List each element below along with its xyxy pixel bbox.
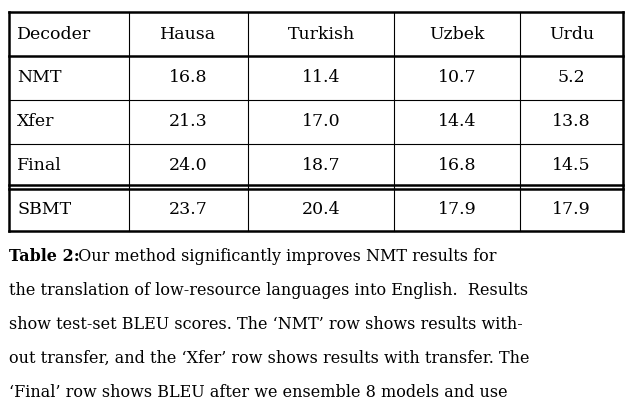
Text: 24.0: 24.0 [169,157,207,174]
Text: Xfer: Xfer [17,113,54,130]
Text: 17.9: 17.9 [438,201,477,218]
Text: show test-set BLEU scores. The ‘NMT’ row shows results with-: show test-set BLEU scores. The ‘NMT’ row… [9,316,523,333]
Text: Uzbek: Uzbek [430,26,485,43]
Text: Hausa: Hausa [161,26,216,43]
Text: 18.7: 18.7 [302,157,341,174]
Text: 16.8: 16.8 [438,157,477,174]
Text: out transfer, and the ‘Xfer’ row shows results with transfer. The: out transfer, and the ‘Xfer’ row shows r… [9,350,530,367]
Text: 10.7: 10.7 [438,69,477,87]
Text: Our method significantly improves NMT results for: Our method significantly improves NMT re… [68,248,496,265]
Text: 16.8: 16.8 [169,69,207,87]
Text: 13.8: 13.8 [552,113,591,130]
Text: 20.4: 20.4 [302,201,341,218]
Text: Urdu: Urdu [549,26,594,43]
Text: 21.3: 21.3 [169,113,208,130]
Text: NMT: NMT [17,69,61,87]
Text: Final: Final [17,157,62,174]
Text: the translation of low-resource languages into English.  Results: the translation of low-resource language… [9,282,528,299]
Text: ‘Final’ row shows BLEU after we ensemble 8 models and use: ‘Final’ row shows BLEU after we ensemble… [9,384,508,401]
Text: 17.9: 17.9 [552,201,591,218]
Text: Decoder: Decoder [17,26,91,43]
Text: 17.0: 17.0 [302,113,341,130]
Text: Turkish: Turkish [288,26,355,43]
Text: Table 2:: Table 2: [9,248,80,265]
Text: 11.4: 11.4 [302,69,341,87]
Text: SBMT: SBMT [17,201,71,218]
Text: 5.2: 5.2 [557,69,585,87]
Text: 14.5: 14.5 [552,157,591,174]
Text: 23.7: 23.7 [169,201,208,218]
Text: 14.4: 14.4 [438,113,477,130]
